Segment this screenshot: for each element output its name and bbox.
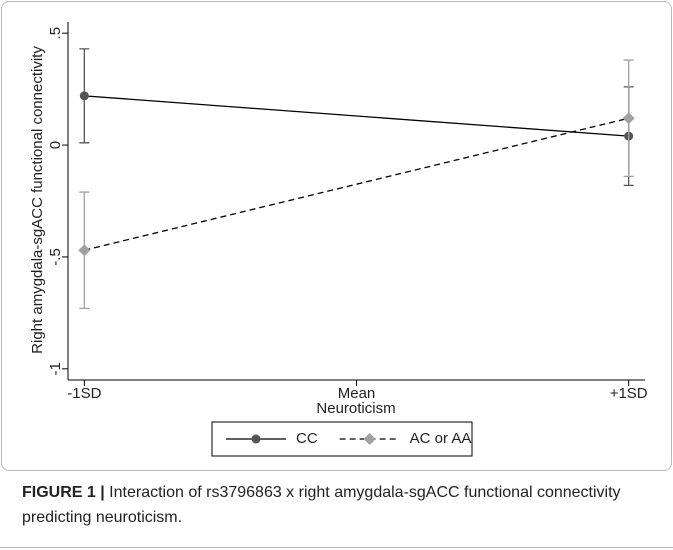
x-tick-label: -1SD: [67, 385, 101, 402]
data-point: [622, 112, 635, 125]
series-line: [84, 95, 629, 137]
divider: [0, 547, 673, 548]
y-tick-label: .5: [47, 27, 64, 40]
legend-marker: [363, 433, 376, 445]
y-tick-label: -1: [47, 362, 64, 375]
x-axis-label: Neuroticism: [316, 400, 395, 417]
x-tick-label: Mean: [338, 385, 376, 402]
y-tick-label: 0: [47, 141, 64, 149]
data-point: [78, 244, 91, 257]
figure-frame: [1, 1, 672, 471]
legend: CC AC or AA: [211, 421, 473, 457]
y-tick-label: -.5: [47, 248, 64, 266]
caption: FIGURE 1 | Interaction of rs3796863 x ri…: [22, 480, 622, 530]
x-tick-label: +1SD: [610, 385, 648, 402]
data-point: [79, 91, 89, 101]
y-axis-label: Right amygdala-sgACC functional connecti…: [29, 46, 46, 354]
legend-marker: [251, 434, 261, 444]
caption-label: FIGURE 1 |: [22, 484, 105, 501]
caption-text: Interaction of rs3796863 x right amygdal…: [22, 484, 621, 526]
legend-label: CC: [296, 430, 318, 447]
series-line: [84, 117, 629, 251]
legend-label: AC or AA: [410, 430, 472, 447]
chart: Right amygdala-sgACC functional connecti…: [29, 22, 648, 457]
